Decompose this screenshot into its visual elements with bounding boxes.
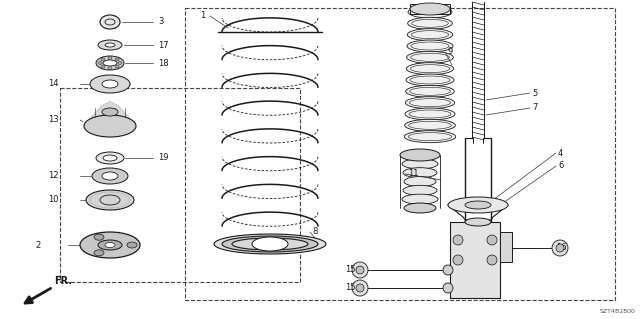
Bar	[450, 222, 500, 298]
Ellipse shape	[84, 115, 136, 137]
Text: 18: 18	[158, 58, 168, 68]
Ellipse shape	[96, 56, 124, 70]
Ellipse shape	[406, 74, 454, 86]
Ellipse shape	[100, 15, 120, 29]
Text: 2: 2	[35, 241, 40, 249]
Ellipse shape	[403, 168, 437, 178]
Text: SZT4B2800: SZT4B2800	[599, 309, 635, 314]
Ellipse shape	[94, 250, 104, 256]
Ellipse shape	[448, 197, 508, 213]
Ellipse shape	[98, 62, 102, 64]
Ellipse shape	[407, 40, 453, 52]
Ellipse shape	[101, 58, 105, 61]
Ellipse shape	[443, 265, 453, 275]
Ellipse shape	[403, 185, 437, 195]
Bar	[60, 88, 300, 282]
Ellipse shape	[408, 17, 452, 29]
Ellipse shape	[98, 40, 122, 50]
Text: FR.: FR.	[54, 276, 72, 286]
Ellipse shape	[232, 238, 308, 250]
Ellipse shape	[103, 155, 117, 161]
Text: 19: 19	[158, 153, 168, 162]
Ellipse shape	[487, 255, 497, 265]
Ellipse shape	[443, 283, 453, 293]
Text: 6: 6	[558, 161, 563, 170]
Ellipse shape	[118, 62, 122, 64]
Text: 9: 9	[448, 48, 453, 56]
Ellipse shape	[404, 119, 455, 131]
Ellipse shape	[92, 168, 128, 184]
Ellipse shape	[115, 58, 119, 61]
Ellipse shape	[407, 29, 452, 41]
Text: 16: 16	[556, 243, 566, 253]
Text: 3: 3	[158, 18, 163, 26]
Ellipse shape	[90, 75, 130, 93]
Ellipse shape	[406, 85, 454, 97]
Text: 7: 7	[532, 103, 538, 113]
Ellipse shape	[410, 3, 450, 15]
Text: 12: 12	[48, 172, 58, 181]
Ellipse shape	[102, 80, 118, 88]
Ellipse shape	[252, 237, 288, 251]
Ellipse shape	[102, 172, 118, 180]
Ellipse shape	[552, 240, 568, 256]
Text: 8: 8	[312, 227, 317, 236]
Ellipse shape	[404, 176, 436, 187]
Text: 17: 17	[158, 41, 168, 49]
Ellipse shape	[556, 244, 564, 252]
Polygon shape	[86, 102, 134, 126]
Text: 10: 10	[48, 196, 58, 204]
Ellipse shape	[101, 65, 105, 68]
Ellipse shape	[115, 65, 119, 68]
Text: 1: 1	[200, 11, 205, 20]
Ellipse shape	[453, 235, 463, 245]
Text: 15: 15	[346, 284, 356, 293]
Ellipse shape	[402, 159, 438, 169]
Ellipse shape	[406, 51, 453, 63]
Ellipse shape	[487, 235, 497, 245]
Text: 5: 5	[532, 88, 537, 98]
Ellipse shape	[105, 43, 115, 47]
Ellipse shape	[465, 218, 491, 226]
Ellipse shape	[404, 131, 456, 143]
Ellipse shape	[352, 262, 368, 278]
Ellipse shape	[401, 150, 439, 160]
Ellipse shape	[108, 56, 112, 60]
Ellipse shape	[400, 149, 440, 161]
Ellipse shape	[453, 255, 463, 265]
Ellipse shape	[352, 280, 368, 296]
Bar	[185, 8, 615, 300]
Ellipse shape	[105, 242, 115, 248]
Ellipse shape	[127, 242, 137, 248]
Ellipse shape	[103, 60, 117, 66]
Bar	[500, 232, 512, 262]
Ellipse shape	[408, 6, 452, 18]
Ellipse shape	[465, 201, 491, 209]
Ellipse shape	[405, 108, 455, 120]
Ellipse shape	[404, 203, 436, 213]
Ellipse shape	[98, 240, 122, 250]
Ellipse shape	[405, 97, 454, 109]
Text: 14: 14	[48, 79, 58, 88]
Text: 11: 11	[408, 169, 419, 179]
Ellipse shape	[86, 190, 134, 210]
Text: 4: 4	[558, 149, 563, 158]
Text: 15: 15	[346, 265, 356, 275]
Ellipse shape	[96, 152, 124, 164]
Ellipse shape	[80, 232, 140, 258]
Text: 13: 13	[48, 115, 59, 124]
Ellipse shape	[356, 284, 364, 292]
Ellipse shape	[222, 236, 318, 252]
Ellipse shape	[402, 194, 438, 204]
Ellipse shape	[356, 266, 364, 274]
Ellipse shape	[214, 234, 326, 254]
Ellipse shape	[108, 66, 112, 70]
Ellipse shape	[406, 63, 454, 75]
Ellipse shape	[94, 234, 104, 240]
Ellipse shape	[102, 108, 118, 116]
Bar	[410, 4, 450, 14]
